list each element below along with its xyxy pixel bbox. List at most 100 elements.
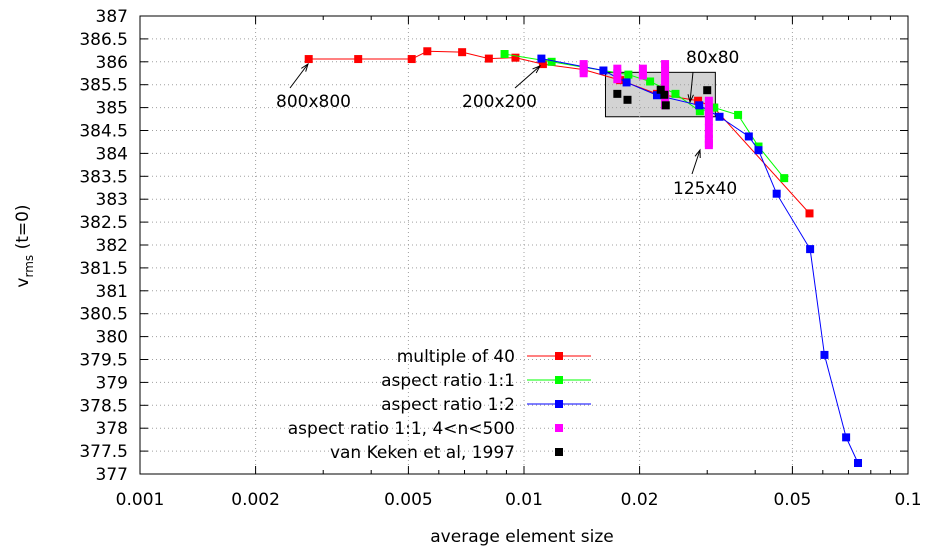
data-point (579, 60, 588, 69)
y-tick-label: 384 (96, 144, 128, 164)
x-tick-label: 0.002 (231, 490, 280, 510)
grid (140, 16, 908, 474)
y-tick-label: 378.5 (79, 396, 128, 416)
annotation-3: 80x80 (686, 48, 739, 104)
y-axis-title-sub: rms (22, 255, 36, 278)
y-tick-label: 382.5 (79, 213, 128, 233)
data-point (806, 245, 815, 254)
y-axis-title-suffix: (t=0) (13, 204, 33, 254)
annotation-2: 200x200 (462, 65, 542, 112)
y-tick-label: 384.5 (79, 122, 128, 142)
legend-entry-5: van Keken et al, 1997 (330, 443, 563, 463)
annotation-1: 800x800 (276, 62, 351, 112)
data-point (613, 89, 622, 98)
annotation-arrow (691, 149, 701, 175)
data-point (579, 69, 588, 78)
data-point (704, 141, 713, 150)
legend-entry-2: aspect ratio 1:1 (381, 371, 591, 391)
data-point (820, 350, 829, 359)
data-point (661, 66, 670, 75)
data-point (407, 55, 416, 64)
y-tick-label: 386.5 (79, 30, 128, 50)
annotation-arrowhead (301, 62, 309, 72)
annotation-arrowhead (532, 65, 542, 74)
data-point (538, 60, 547, 69)
annotation-label: 125x40 (673, 179, 737, 199)
annotations: 800x800 200x200 80x80 125x40 (276, 48, 739, 199)
data-point (780, 174, 789, 183)
legend-marker (555, 376, 563, 384)
legend: multiple of 40 aspect ratio 1:1 aspect rat… (288, 347, 591, 463)
annotation-arrowhead (694, 148, 701, 159)
data-point (694, 96, 703, 105)
annotation-4: 125x40 (673, 148, 737, 199)
legend-marker (555, 448, 563, 456)
data-point (695, 101, 704, 110)
y-tick-label: 381 (96, 282, 128, 302)
annotation-arrow (514, 65, 541, 89)
series-5 (613, 85, 712, 110)
legend-label: aspect ratio 1:1 (381, 371, 515, 391)
data-point (744, 132, 753, 141)
data-point (772, 189, 781, 198)
annotation-label: 80x80 (686, 48, 739, 68)
data-point (638, 64, 647, 73)
y-tick-label: 385 (96, 99, 128, 119)
x-tick-label: 0.005 (384, 490, 433, 510)
annotation-arrow (689, 71, 694, 103)
legend-label: aspect ratio 1:2 (381, 395, 515, 415)
data-point (458, 48, 467, 57)
data-point (613, 75, 622, 84)
data-point (638, 71, 647, 80)
data-point (703, 86, 712, 95)
legend-entry-3: aspect ratio 1:2 (381, 395, 591, 415)
y-tick-label: 382 (96, 236, 128, 256)
data-point (656, 85, 665, 94)
data-point (547, 57, 556, 66)
data-point (537, 54, 546, 63)
legend-label: multiple of 40 (397, 347, 515, 367)
data-point (354, 55, 363, 64)
data-point (613, 64, 622, 73)
y-tick-label: 377.5 (79, 442, 128, 462)
x-tick-label: 0.001 (116, 490, 165, 510)
y-tick-label: 379 (96, 373, 128, 393)
data-point (613, 69, 622, 78)
data-point (623, 95, 632, 104)
data-point (704, 130, 713, 139)
data-point (805, 209, 814, 218)
y-tick-label: 385.5 (79, 76, 128, 96)
data-point (661, 73, 670, 82)
y-tick-label: 380 (96, 328, 128, 348)
data-point (734, 110, 743, 119)
x-axis: 0.001 0.002 0.005 0.01 0.02 0.05 0.1 (116, 16, 922, 510)
annotation-label: 200x200 (462, 92, 537, 112)
legend-marker (555, 424, 563, 432)
data-point (511, 53, 520, 62)
x-axis-title: average element size (430, 527, 613, 547)
data-point (599, 66, 608, 75)
x-tick-label: 0.02 (621, 490, 659, 510)
legend-label: aspect ratio 1:1, 4<n<500 (288, 419, 515, 439)
y-tick-label: 380.5 (79, 305, 128, 325)
data-point (842, 433, 851, 442)
data-point (579, 64, 588, 73)
data-point (854, 459, 863, 468)
y-tick-label: 383 (96, 190, 128, 210)
data-point (624, 70, 633, 79)
series-3 (537, 54, 863, 468)
data-point (660, 90, 669, 99)
data-point (652, 91, 661, 100)
legend-label: van Keken et al, 1997 (330, 443, 515, 463)
annotation-label: 800x800 (276, 92, 351, 112)
y-tick-label: 383.5 (79, 167, 128, 187)
x-tick-label: 0.1 (894, 490, 921, 510)
annotation-arrow (289, 63, 309, 89)
data-point (484, 54, 493, 63)
data-point (704, 96, 713, 105)
data-point (704, 134, 713, 143)
data-point (671, 89, 680, 98)
